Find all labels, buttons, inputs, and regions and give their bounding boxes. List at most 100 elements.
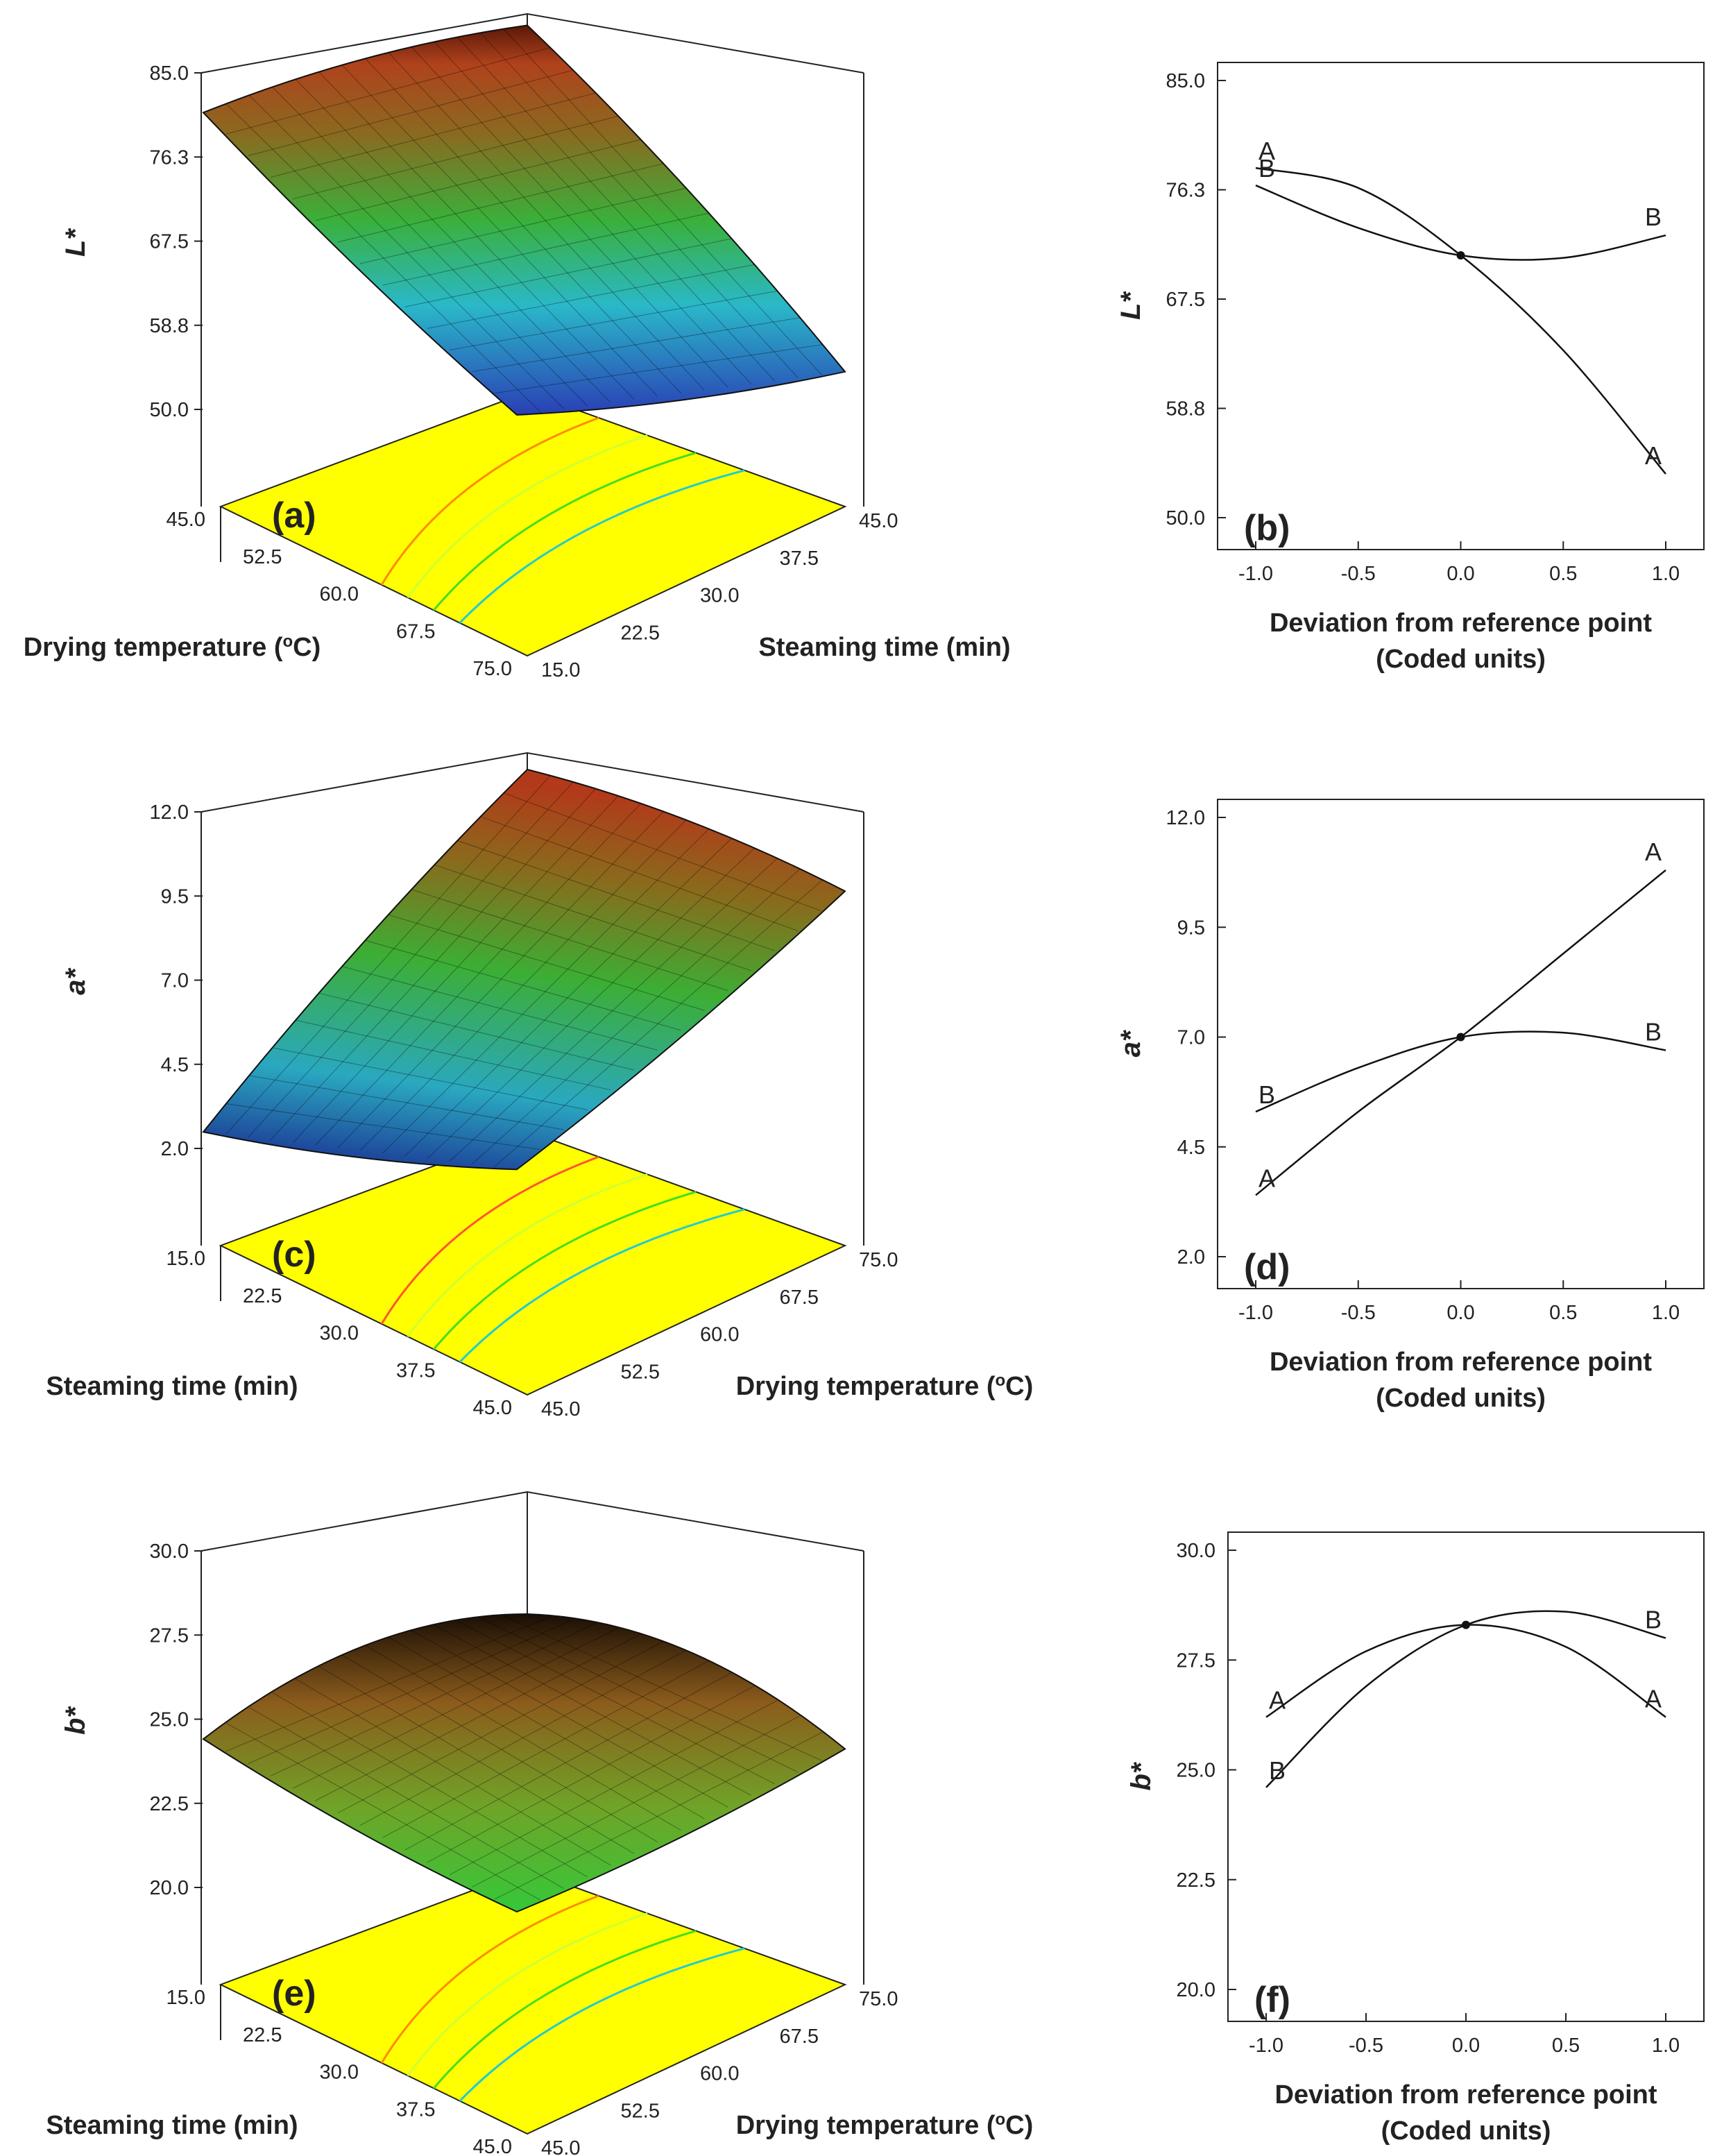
z-tick-label: 85.0 [150,62,189,85]
plot-frame [1217,62,1705,550]
panel-d-perturbation-plot: 2.0 4.5 7.0 9.5 12.0 -1.0 -0.5 0.0 0.5 1.0 a* Devia… [1116,799,1705,1413]
surface-mesh-line [388,52,705,391]
y-tick-label: 2.0 [1177,1246,1205,1268]
y-tick-label: 58.8 [1166,398,1205,421]
surface-mesh-line [296,79,611,403]
y-tick-label: 50.0 [1166,507,1205,529]
panel-c-surface-plot: 2.0 4.5 7.0 9.5 12.0 a* 15.0 22.5 30.0 37.5 45.0 45… [46,752,1034,1420]
contour-line [407,434,648,599]
series-B-curve [1255,185,1666,261]
right-axis-tick-label: 60.0 [700,1324,739,1346]
surface-mesh-line [427,848,755,1160]
contour-line [459,1208,745,1363]
left-axis-tick-label: 67.5 [396,620,435,643]
z-tick-label: 67.5 [150,231,189,253]
surface-mesh-line [411,889,728,991]
right-axis-label: Drying temperature (oC) [736,1371,1034,1402]
surface-mesh-line [225,47,550,135]
surface-mesh-line [315,1633,641,1801]
right-axis-tick-label: 67.5 [780,1287,819,1309]
response-surface [202,24,846,416]
series-B-label-end: B [1645,1017,1662,1046]
surface-mesh-line [341,1654,658,1842]
contour-line [459,1947,745,2102]
surface-mesh-line [341,65,658,397]
z-tick-label: 9.5 [161,885,189,908]
surface-mesh-line [382,829,710,1154]
x-tick-label: 0.5 [1549,563,1577,585]
y-tick-label: 27.5 [1177,1649,1215,1672]
series-A-curve [1255,869,1666,1196]
z-tick-label: 76.3 [150,146,189,169]
z-tick-label: 2.0 [161,1138,189,1160]
surface-mesh-line [411,1630,728,1808]
series-B-curve [1265,1610,1666,1788]
left-axis-tick-label: 15.0 [167,1987,205,2009]
contour-line [433,1191,697,1350]
series-B-label-start: B [1269,1756,1286,1785]
reference-point-marker [1456,251,1465,260]
left-axis-tick-label: 30.0 [320,2062,359,2084]
surface-mesh-line [315,803,641,1146]
surface-mesh-line [427,264,755,329]
surface-mesh-line [457,37,776,382]
left-axis-tick-label: 60.0 [320,584,359,606]
x-axis-label-line-2: (Coded units) [1381,2116,1551,2146]
series-A-label-start: A [1258,1164,1275,1192]
panel-e-surface-plot: 20.0 22.5 25.0 27.5 30.0 b* 15.0 22.5 30.0 37.5 45… [46,1491,1033,2156]
surface-mesh-line [481,816,799,932]
surface-mesh-line [272,87,588,406]
y-tick-label: 4.5 [1177,1137,1205,1159]
surface-mesh-line [226,1722,541,1901]
contour-line [380,1155,599,1325]
left-axis-tick-label: 45.0 [167,509,205,531]
surface-mesh-line [450,290,777,350]
surface-mesh-line [494,1732,823,1900]
surface-mesh-line [272,1047,588,1110]
surface-mesh-line [249,1707,564,1889]
surface-mesh-line [248,69,573,156]
series-B-curve [1255,1030,1666,1113]
left-axis-tick-label: 52.5 [243,546,282,568]
surface-mesh-line [318,1665,635,1854]
z-tick-label: 7.0 [161,970,189,992]
left-axis-label: Steaming time (min) [46,1372,298,1401]
left-axis-tick-label: 75.0 [473,658,512,680]
left-axis-tick-label: 30.0 [320,1323,359,1345]
surface-mesh-line [270,788,596,1141]
surface-mesh-line [427,1686,755,1863]
contour-line [380,416,599,586]
x-tick-label: 0.0 [1447,1302,1474,1324]
surface-mesh-line [457,840,775,951]
z-axis-label: a* [60,967,91,995]
right-axis-tick-label: 67.5 [780,2026,819,2048]
surface-mesh-line [494,344,823,394]
surface-mesh-line [472,869,800,1164]
contour-line [433,452,697,611]
surface-mesh-line [272,1692,588,1878]
y-tick-label: 20.0 [1177,1979,1215,2001]
wall-top-edge [200,752,864,813]
x-tick-label: 0.5 [1549,1302,1577,1324]
surface-mesh-line [472,317,800,373]
z-tick-label: 30.0 [150,1540,189,1563]
right-axis-label: Steaming time (min) [758,633,1010,662]
right-axis-tick-label: 45.0 [541,1398,580,1420]
plot-frame [1227,1531,1705,2022]
surface-mesh-line [434,1624,752,1796]
series-A-label-end: A [1645,1685,1662,1713]
surface-mesh-line [382,1660,709,1838]
surface-mesh-line [226,103,541,412]
x-tick-label: -1.0 [1238,1302,1273,1324]
x-tick-label: 0.0 [1447,563,1474,585]
panel-f-perturbation-plot: 20.0 22.5 25.0 27.5 30.0 -1.0 -0.5 0.0 0.5 1.0 b* D… [1126,1531,1705,2146]
right-axis-tick-label: 15.0 [541,659,580,681]
wall-top-edge [200,1491,864,1552]
surface-mesh-line [225,1616,550,1752]
surface-mesh-line [365,1645,681,1831]
surface-mesh-line [504,28,822,375]
z-tick-label: 12.0 [150,801,189,824]
surface-mesh-line [248,782,573,1138]
contour-line [459,469,745,624]
left-axis-tick-label: 37.5 [396,1359,435,1382]
